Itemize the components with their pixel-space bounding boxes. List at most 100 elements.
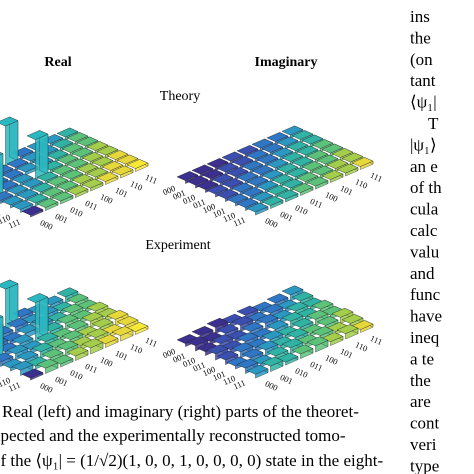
bar-top bbox=[291, 130, 314, 140]
bar-top bbox=[266, 132, 289, 142]
bar-top bbox=[231, 342, 254, 353]
body-line: calc bbox=[410, 221, 438, 240]
bar-side bbox=[0, 152, 4, 194]
axis-label: 110 bbox=[129, 178, 144, 192]
axis-label: 111 bbox=[369, 333, 384, 347]
axis-label: 111 bbox=[232, 377, 247, 391]
axis-label: 111 bbox=[7, 379, 22, 393]
body-line: the bbox=[410, 28, 431, 47]
bar-top bbox=[81, 178, 104, 189]
bar-top bbox=[206, 184, 229, 195]
bar-top bbox=[41, 187, 64, 197]
bar-top bbox=[51, 191, 74, 202]
bar-top bbox=[36, 332, 59, 342]
bar-top bbox=[216, 162, 239, 173]
axis-label: 111 bbox=[144, 172, 159, 186]
bar-top bbox=[296, 145, 319, 156]
bar-top bbox=[316, 316, 339, 326]
bar-top bbox=[0, 116, 19, 127]
bar-top bbox=[61, 169, 84, 180]
bar-top bbox=[216, 324, 239, 334]
body-line: tant bbox=[410, 71, 436, 90]
bar-top bbox=[241, 160, 264, 171]
bar-top bbox=[301, 134, 324, 145]
row-title: Experiment bbox=[145, 238, 210, 253]
bar-top bbox=[206, 344, 229, 355]
bar-top bbox=[111, 326, 134, 336]
bar-top bbox=[226, 193, 249, 204]
bar-top bbox=[56, 287, 79, 298]
bar-top bbox=[261, 196, 284, 206]
axis-label: 101 bbox=[114, 185, 130, 199]
bar-top bbox=[71, 147, 94, 158]
axis-label: 010 bbox=[181, 355, 197, 369]
bar-top bbox=[211, 173, 234, 184]
bar-top bbox=[81, 152, 104, 162]
column-title: Real bbox=[44, 55, 71, 70]
bar-top bbox=[216, 189, 239, 199]
bar-top bbox=[266, 346, 289, 357]
bar-top bbox=[0, 315, 4, 319]
bar-top bbox=[241, 322, 264, 332]
body-line: an e bbox=[410, 157, 438, 176]
bar-top bbox=[31, 182, 54, 193]
bar-top bbox=[256, 313, 279, 324]
bar-top bbox=[66, 320, 89, 330]
axis-label: 100 bbox=[201, 201, 217, 215]
axis-label: 011 bbox=[309, 359, 324, 373]
bar-top bbox=[86, 328, 109, 338]
bar-top bbox=[56, 127, 79, 138]
bar-top bbox=[336, 163, 359, 174]
bar-top bbox=[196, 180, 219, 190]
bar-top bbox=[26, 193, 49, 204]
axis-label: 001 bbox=[279, 372, 295, 386]
axis-label: 111 bbox=[369, 170, 384, 184]
bar-top bbox=[201, 169, 224, 179]
body-line: type bbox=[410, 456, 439, 474]
bar-top bbox=[61, 143, 84, 153]
bar-top bbox=[191, 164, 214, 175]
bar-top bbox=[306, 176, 329, 187]
bar-top bbox=[311, 326, 334, 336]
bar-top bbox=[341, 152, 364, 163]
bar-top bbox=[186, 175, 209, 186]
bar-top bbox=[101, 161, 124, 171]
bar-top bbox=[246, 202, 269, 213]
bar-top bbox=[61, 303, 84, 314]
bar-top bbox=[291, 291, 314, 302]
axis-label: 101 bbox=[211, 368, 227, 382]
bar-top bbox=[221, 178, 244, 188]
axis-label: 011 bbox=[84, 198, 99, 212]
axis-label: 100 bbox=[324, 189, 340, 203]
bar-top bbox=[236, 145, 259, 155]
axis-label: 011 bbox=[191, 359, 206, 373]
bar-top bbox=[271, 174, 294, 184]
body-line: (on bbox=[410, 50, 433, 69]
axis-label: 001 bbox=[171, 187, 187, 201]
bar-top bbox=[261, 356, 284, 367]
bar-top bbox=[306, 150, 329, 160]
bar-top bbox=[281, 125, 304, 136]
axis-label: 100 bbox=[99, 354, 115, 368]
bar-top bbox=[276, 163, 299, 173]
bar-top bbox=[246, 149, 269, 160]
bar-top bbox=[41, 348, 64, 359]
axis-label: 011 bbox=[309, 196, 324, 210]
bar-top bbox=[286, 328, 309, 338]
axis-label: 000 bbox=[39, 217, 55, 231]
bar-top bbox=[36, 198, 59, 208]
bar-top bbox=[286, 167, 309, 178]
bar-top bbox=[266, 158, 289, 169]
bar-top bbox=[266, 293, 289, 304]
bar-top bbox=[246, 364, 269, 375]
bar-top bbox=[66, 132, 89, 142]
bar-top bbox=[186, 336, 209, 346]
axis-label: 010 bbox=[294, 202, 310, 216]
bar-top bbox=[81, 311, 104, 322]
bar-top bbox=[331, 148, 354, 158]
body-line: are bbox=[410, 392, 431, 411]
axis-label: 111 bbox=[232, 214, 247, 228]
bar-top bbox=[11, 200, 34, 210]
bar-top bbox=[256, 180, 279, 191]
bar-top bbox=[251, 138, 274, 149]
